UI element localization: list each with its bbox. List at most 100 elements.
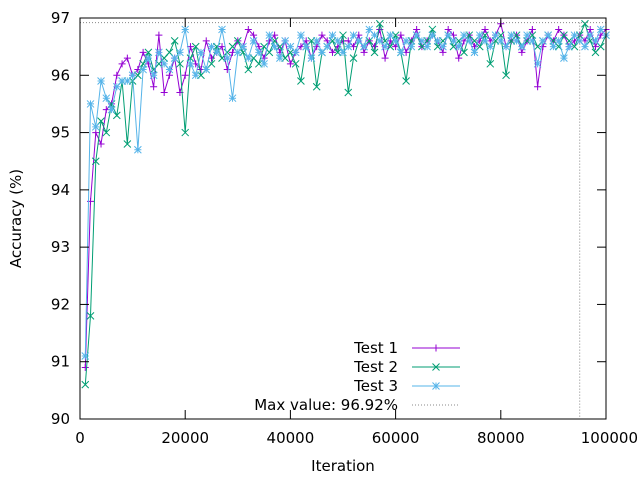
series-2-point: [349, 54, 358, 62]
series-3-point: [281, 37, 289, 45]
series-2-point: [502, 71, 510, 80]
series-3-point: [565, 42, 574, 51]
series-1-point: [113, 71, 121, 79]
y-tick-label: 91: [51, 353, 70, 371]
y-tick-label: 95: [51, 124, 70, 142]
legend-swatch-marker: [432, 382, 440, 390]
series-3-point: [349, 31, 358, 40]
series-2-point: [181, 128, 190, 137]
series-3-point: [402, 37, 410, 45]
series-3-point: [218, 25, 226, 34]
series-3-point: [186, 59, 195, 68]
series-3-point: [318, 48, 326, 57]
series-3-point: [375, 37, 384, 45]
series-3-point: [228, 94, 237, 103]
series-3-point: [260, 59, 268, 68]
series-2-point: [123, 140, 132, 148]
series-3-line: [84, 28, 607, 357]
plot-frame: [79, 17, 607, 420]
series-2-point: [81, 380, 90, 389]
series-3-point: [502, 42, 510, 51]
series-2-point: [170, 37, 179, 45]
series-3-point: [134, 145, 142, 154]
axis-ticks: 90 91 92 93 94 95 96 97 0 20000 40000 60000 80000 100…: [51, 9, 638, 447]
series-3-point: [176, 48, 184, 57]
legend-label: Test 3: [353, 377, 398, 395]
series-3-point: [323, 42, 332, 51]
series-3-point: [539, 37, 547, 45]
y-tick-label: 97: [51, 9, 70, 27]
series-3-point: [107, 105, 116, 114]
series-2-point: [581, 19, 589, 28]
series-2-point: [486, 59, 495, 68]
x-tick-label: 0: [75, 429, 85, 447]
series-2-point: [144, 48, 153, 57]
series-3-point: [223, 54, 232, 62]
series-3-point: [433, 37, 442, 45]
series-3-point: [391, 37, 400, 45]
series-2-point: [375, 19, 384, 28]
series-3-point: [570, 31, 579, 40]
series-1-point: [202, 37, 210, 45]
series-3-point: [297, 31, 305, 40]
series-3-point: [139, 65, 147, 74]
series-3-point: [491, 31, 500, 40]
series-3-point: [144, 54, 153, 62]
series-3-point: [418, 37, 426, 45]
series-3-point: [207, 42, 216, 51]
series-3-point: [276, 54, 284, 62]
series-1-point: [528, 25, 536, 33]
series-3-point: [591, 37, 600, 45]
series-1-point: [397, 31, 405, 39]
y-axis-label: Accuracy (%): [7, 169, 25, 268]
series-2: [81, 19, 610, 389]
series-3-point: [86, 100, 95, 108]
y-tick-label: 94: [51, 181, 70, 199]
series-3-point: [302, 42, 311, 51]
series-3-point: [165, 65, 174, 74]
series-3-point: [444, 31, 453, 40]
series-2-point: [244, 65, 253, 74]
series-3-point: [254, 48, 263, 57]
series-1-point: [150, 83, 158, 91]
legend-label: Max value: 96.92%: [254, 396, 398, 414]
series-3-point: [197, 48, 205, 57]
series-1-point: [123, 54, 131, 62]
series-3-point: [249, 37, 258, 45]
series-2-point: [91, 157, 100, 166]
series-1-point: [376, 25, 384, 33]
series-3-point: [81, 352, 90, 360]
series-2-point: [344, 88, 353, 97]
series-3-point: [481, 37, 489, 45]
series-1-point: [286, 60, 294, 68]
series-3-point: [412, 31, 421, 40]
series-3-point: [307, 54, 316, 62]
series-3-point: [339, 48, 347, 57]
series-3-point: [270, 42, 279, 51]
legend-label: Test 2: [353, 358, 398, 376]
series-2-point: [102, 128, 111, 137]
series-1-point: [534, 83, 542, 91]
series-1-point: [318, 31, 326, 39]
series-3-point: [354, 37, 363, 45]
series-3-point: [407, 42, 416, 51]
series-3-point: [507, 31, 516, 40]
series-3-point: [170, 54, 179, 62]
series-1-point: [555, 25, 563, 33]
series-3-point: [554, 37, 563, 45]
series-3-point: [475, 31, 484, 40]
series-2-point: [312, 82, 321, 91]
series-1-point: [328, 48, 336, 56]
series-2-point: [186, 54, 195, 62]
series-3-point: [160, 59, 169, 68]
series-3-point: [428, 31, 437, 40]
series-3-point: [118, 77, 126, 85]
series-3-point: [312, 37, 321, 45]
series-3-point: [244, 54, 253, 62]
series-3-point: [97, 77, 105, 85]
series-3-point: [128, 71, 137, 80]
series-1-point: [139, 48, 147, 56]
series-3-point: [439, 42, 447, 51]
series-3-point: [581, 42, 589, 51]
